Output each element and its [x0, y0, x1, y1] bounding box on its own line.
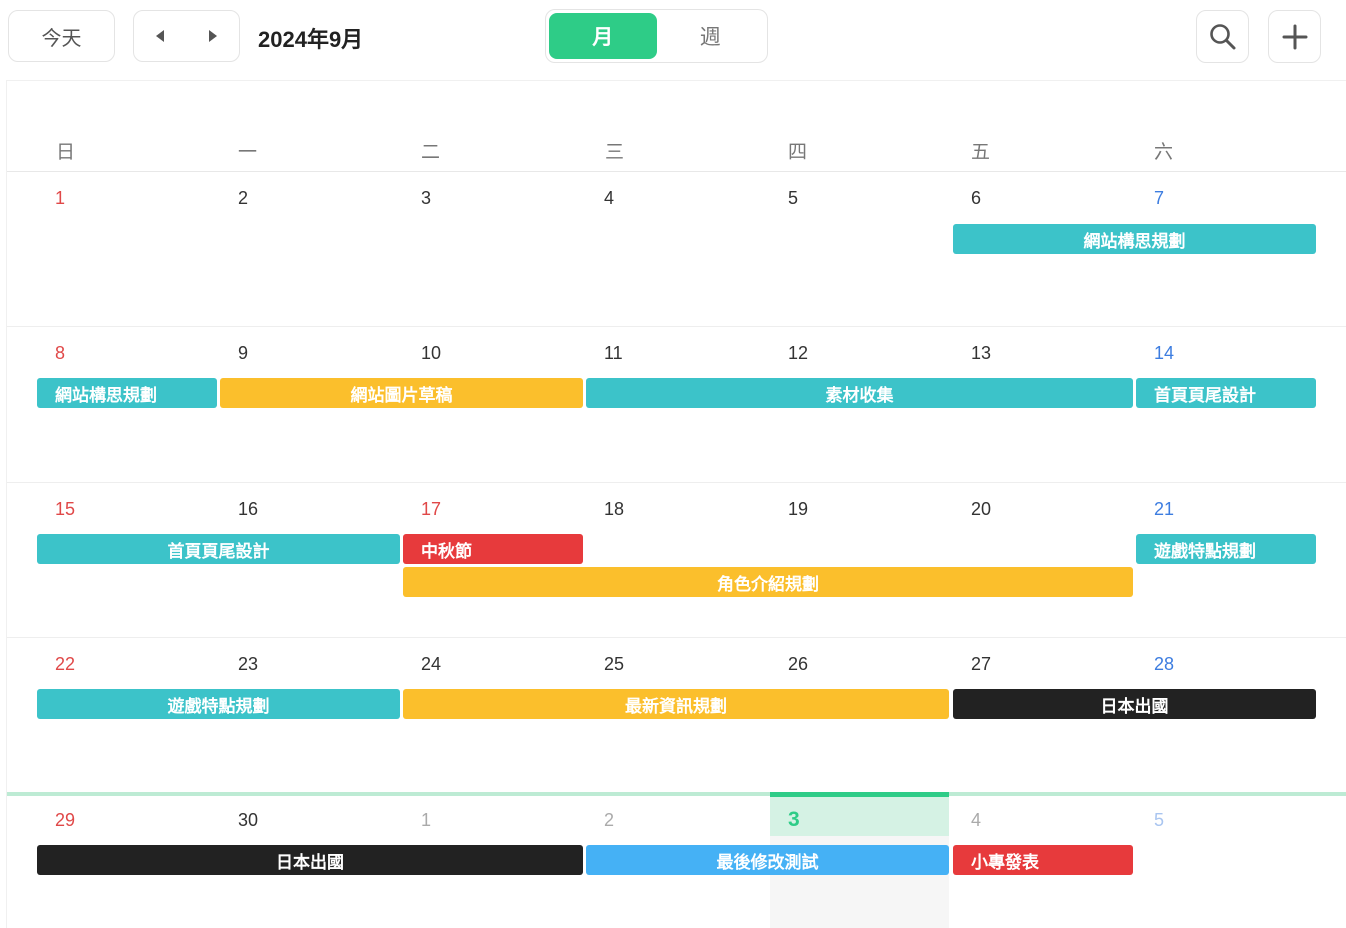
event-bar[interactable]: 日本出國	[953, 689, 1316, 719]
event-bar[interactable]: 遊戲特點規劃	[1136, 534, 1316, 564]
weekday-wed: 三	[605, 142, 625, 163]
date-cell[interactable]: 15	[55, 499, 76, 519]
event-bar[interactable]: 首頁頁尾設計	[1136, 378, 1316, 408]
event-bar[interactable]: 小專發表	[953, 845, 1133, 875]
date-cell[interactable]: 28	[1154, 654, 1175, 674]
month-view-tab[interactable]: 月	[549, 13, 657, 59]
add-event-button[interactable]	[1268, 10, 1321, 63]
calendar-left-border	[6, 80, 7, 928]
event-bar[interactable]: 素材收集	[586, 378, 1133, 408]
weekday-tue: 二	[421, 142, 441, 163]
event-bar[interactable]: 首頁頁尾設計	[37, 534, 400, 564]
weekday-divider	[7, 171, 1346, 172]
date-cell[interactable]: 12	[788, 343, 809, 363]
date-cell[interactable]: 2	[604, 810, 615, 830]
date-cell[interactable]: 27	[971, 654, 992, 674]
view-toggle: 月 週	[545, 9, 768, 63]
event-bar[interactable]: 最新資訊規劃	[403, 689, 949, 719]
date-cell[interactable]: 4	[971, 810, 982, 830]
search-button[interactable]	[1196, 10, 1249, 63]
date-cell[interactable]: 29	[55, 810, 76, 830]
date-cell[interactable]: 14	[1154, 343, 1175, 363]
weekday-fri: 五	[971, 142, 991, 163]
date-cell[interactable]: 10	[421, 343, 442, 363]
date-cell[interactable]: 19	[788, 499, 809, 519]
date-cell[interactable]: 30	[238, 810, 259, 830]
event-bar[interactable]: 遊戲特點規劃	[37, 689, 400, 719]
event-bar[interactable]: 網站圖片草稿	[220, 378, 583, 408]
today-cell-highlight	[770, 797, 949, 836]
current-week-indicator	[7, 792, 1346, 796]
date-cell[interactable]: 7	[1154, 188, 1165, 208]
caret-left-icon	[156, 30, 165, 42]
date-cell[interactable]: 13	[971, 343, 992, 363]
week-divider	[7, 482, 1346, 483]
weekday-thu: 四	[788, 142, 808, 163]
date-cell[interactable]: 6	[971, 188, 982, 208]
week-divider	[7, 326, 1346, 327]
date-cell[interactable]: 8	[55, 343, 66, 363]
event-bar[interactable]: 日本出國	[37, 845, 583, 875]
date-cell[interactable]: 5	[788, 188, 799, 208]
caret-right-icon	[208, 30, 217, 42]
event-bar[interactable]: 角色介紹規劃	[403, 567, 1133, 597]
date-cell[interactable]: 21	[1154, 499, 1175, 519]
date-cell[interactable]: 11	[604, 343, 623, 363]
date-cell[interactable]: 17	[421, 499, 442, 519]
date-cell[interactable]: 16	[238, 499, 259, 519]
date-cell[interactable]: 25	[604, 654, 625, 674]
date-cell[interactable]: 9	[238, 343, 249, 363]
month-nav-group	[133, 10, 240, 62]
date-cell[interactable]: 1	[421, 810, 432, 830]
weekday-mon: 一	[238, 142, 258, 163]
date-cell[interactable]: 26	[788, 654, 809, 674]
today-indicator-bar	[770, 792, 949, 797]
date-cell[interactable]: 5	[1154, 810, 1165, 830]
event-bar[interactable]: 網站構思規劃	[953, 224, 1316, 254]
weekday-sat: 六	[1154, 142, 1174, 163]
event-bar[interactable]: 最後修改測試	[586, 845, 949, 875]
date-cell[interactable]: 4	[604, 188, 615, 208]
date-cell[interactable]: 1	[55, 188, 66, 208]
date-cell[interactable]: 2	[238, 188, 249, 208]
week-divider	[7, 637, 1346, 638]
prev-month-button[interactable]	[134, 11, 187, 61]
date-cell[interactable]: 22	[55, 654, 76, 674]
toolbar-divider	[7, 80, 1346, 81]
search-icon	[1209, 23, 1235, 49]
date-cell[interactable]: 20	[971, 499, 992, 519]
weekday-sun: 日	[56, 142, 76, 163]
event-bar[interactable]: 中秋節	[403, 534, 583, 564]
today-date-cell[interactable]: 3	[788, 808, 800, 831]
next-month-button[interactable]	[187, 11, 240, 61]
event-bar[interactable]: 網站構思規劃	[37, 378, 217, 408]
plus-icon	[1282, 24, 1307, 49]
today-button[interactable]: 今天	[8, 10, 115, 62]
month-title: 2024年9月	[258, 27, 364, 52]
date-cell[interactable]: 23	[238, 654, 259, 674]
date-cell[interactable]: 3	[421, 188, 432, 208]
date-cell[interactable]: 24	[421, 654, 442, 674]
date-cell[interactable]: 18	[604, 499, 625, 519]
week-view-tab[interactable]: 週	[699, 26, 721, 49]
